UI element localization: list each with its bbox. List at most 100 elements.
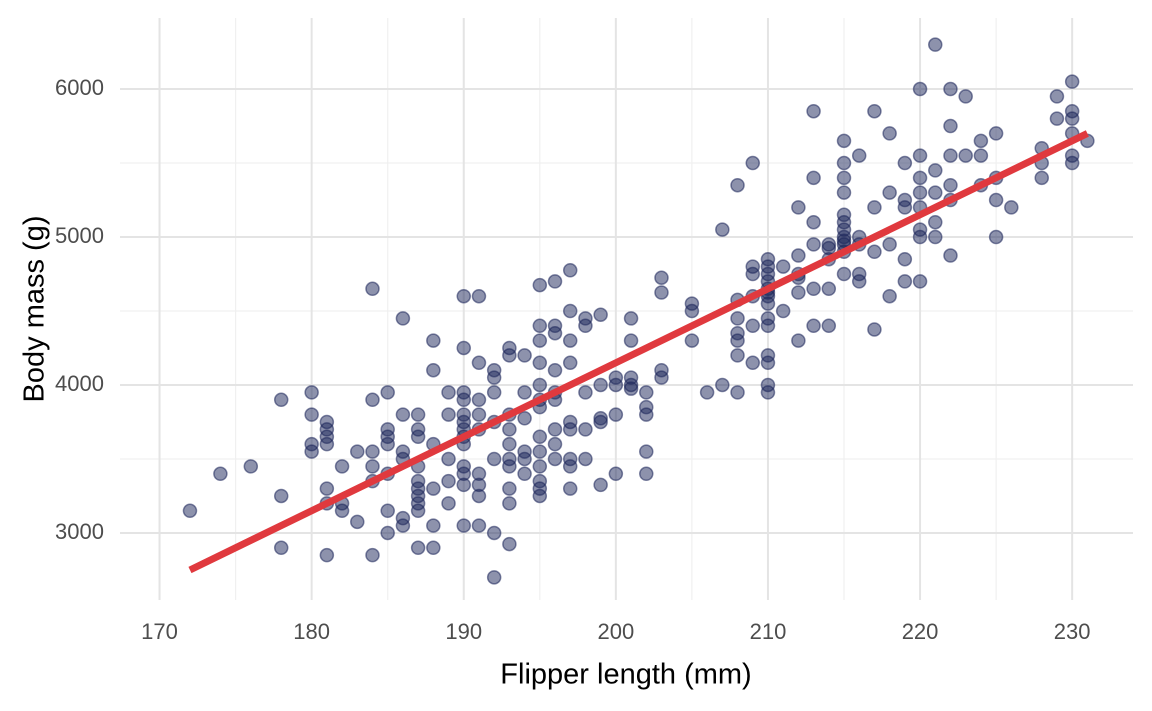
point — [608, 466, 624, 482]
point — [182, 503, 198, 519]
point — [380, 436, 395, 452]
point — [441, 473, 456, 489]
point — [502, 496, 517, 511]
point — [471, 407, 487, 422]
trend-line — [188, 130, 1089, 574]
point — [532, 318, 548, 334]
point — [882, 237, 897, 252]
point — [562, 481, 578, 496]
point — [471, 392, 487, 408]
point — [456, 477, 472, 493]
point — [973, 148, 989, 163]
point — [1064, 111, 1080, 126]
point — [273, 540, 289, 556]
point — [608, 377, 624, 393]
point — [578, 385, 593, 400]
point — [517, 385, 532, 400]
point — [608, 407, 624, 422]
point — [654, 370, 669, 385]
point — [775, 259, 791, 274]
point — [562, 263, 578, 278]
x-tick-label: 230 — [1054, 619, 1091, 644]
point — [365, 547, 380, 563]
y-tick-label: 3000 — [55, 519, 104, 544]
point — [471, 488, 487, 504]
point — [943, 118, 958, 134]
point — [441, 496, 456, 511]
point — [532, 429, 548, 445]
point — [745, 266, 760, 282]
point — [410, 540, 426, 556]
point — [806, 237, 821, 252]
point — [243, 459, 259, 474]
point — [775, 303, 791, 319]
point — [532, 488, 548, 504]
point — [836, 185, 852, 200]
point — [928, 163, 943, 178]
point — [380, 503, 395, 519]
x-tick-label: 170 — [141, 619, 178, 644]
point — [502, 481, 517, 496]
point — [502, 536, 517, 552]
point — [730, 311, 745, 326]
point — [532, 355, 548, 371]
point — [623, 333, 639, 348]
point — [273, 488, 289, 504]
point — [547, 274, 563, 289]
point — [456, 340, 472, 356]
point — [806, 214, 821, 230]
point — [304, 385, 319, 400]
point — [760, 355, 776, 371]
point — [532, 377, 548, 393]
point — [456, 392, 472, 408]
point — [304, 444, 319, 459]
point — [456, 518, 472, 533]
point — [715, 377, 730, 393]
point — [562, 333, 578, 348]
point — [441, 385, 456, 400]
point — [912, 170, 928, 186]
point — [273, 392, 289, 408]
point — [304, 407, 319, 422]
point — [426, 481, 441, 496]
point — [350, 514, 365, 530]
point — [532, 277, 548, 293]
point — [654, 285, 669, 300]
point — [867, 322, 882, 337]
point — [943, 81, 958, 97]
point — [593, 414, 608, 430]
y-tick-label: 4000 — [55, 371, 104, 396]
point — [882, 185, 897, 200]
point — [745, 318, 760, 334]
point — [578, 451, 593, 467]
point — [1034, 170, 1049, 186]
point — [1004, 200, 1019, 215]
point — [517, 348, 532, 363]
point — [1049, 111, 1065, 126]
point — [410, 503, 426, 519]
point — [471, 518, 487, 533]
x-tick-label: 200 — [597, 619, 634, 644]
point — [639, 466, 654, 482]
point — [532, 459, 548, 474]
point — [867, 200, 882, 215]
point — [395, 407, 411, 422]
point — [745, 155, 760, 171]
x-tick-label: 210 — [750, 619, 787, 644]
point — [684, 333, 700, 348]
point — [486, 370, 502, 385]
point — [562, 303, 578, 319]
point — [912, 274, 928, 289]
point — [486, 570, 502, 585]
point — [623, 311, 639, 326]
point — [1049, 89, 1065, 104]
point — [897, 200, 913, 215]
point — [760, 318, 776, 334]
point — [836, 266, 852, 282]
point — [334, 459, 350, 474]
point — [791, 285, 806, 300]
point — [745, 355, 760, 371]
y-tick-label: 5000 — [55, 223, 104, 248]
point — [426, 362, 441, 378]
